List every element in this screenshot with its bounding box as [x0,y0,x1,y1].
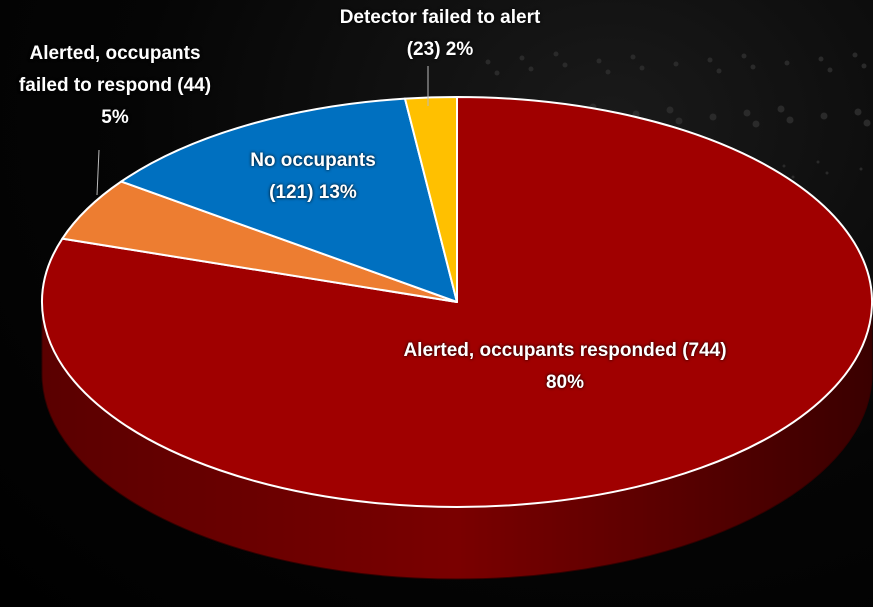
bg-dot [853,53,858,58]
bg-dot [783,165,786,168]
bg-dot [785,61,790,66]
bg-dot [742,54,747,59]
bg-dot [828,68,833,73]
bg-dot [563,63,568,68]
bg-dot [554,52,559,57]
bg-dot [821,113,828,120]
bg-dot [826,172,829,175]
bg-dot [597,59,602,64]
bg-dot [631,55,636,60]
slice-label: Detector failed to alert (23) 2% [338,2,543,66]
bg-dot [753,121,760,128]
bg-dot [667,107,674,114]
bg-dot [674,62,679,67]
category-label: Alerted, occupants responded [403,340,676,361]
slice-label: No occupants (121) 13% [233,145,393,209]
bg-dot [606,70,611,75]
bg-dot [792,176,795,179]
leader-line [97,150,99,195]
bg-dot [819,57,824,62]
bg-dot [640,66,645,71]
bg-dot [708,58,713,63]
bg-dot [778,106,785,113]
bg-dot [710,114,717,121]
bg-dot [862,64,867,69]
bg-dot [817,161,820,164]
slice-label: Alerted, occupants responded (744) 80% [385,335,745,399]
value-label: (121) 13% [269,182,357,203]
bg-dot [744,110,751,117]
bg-dot [751,65,756,70]
bg-dot [855,109,862,116]
bg-dot [529,67,534,72]
bg-dot [787,117,794,124]
category-label: No occupants [250,150,376,171]
slice-label: Alerted, occupants failed to respond (44… [8,38,223,134]
bg-dot [864,120,871,127]
category-label: Alerted, occupants failed to respond [19,43,201,96]
bg-dot [860,168,863,171]
chart: Alerted, occupants responded (744) 80%Al… [0,0,873,607]
value-label: (23) 2% [407,39,474,60]
bg-dot [495,71,500,76]
category-label: Detector failed to alert [340,7,541,28]
bg-dot [717,69,722,74]
bg-dot [676,118,683,125]
